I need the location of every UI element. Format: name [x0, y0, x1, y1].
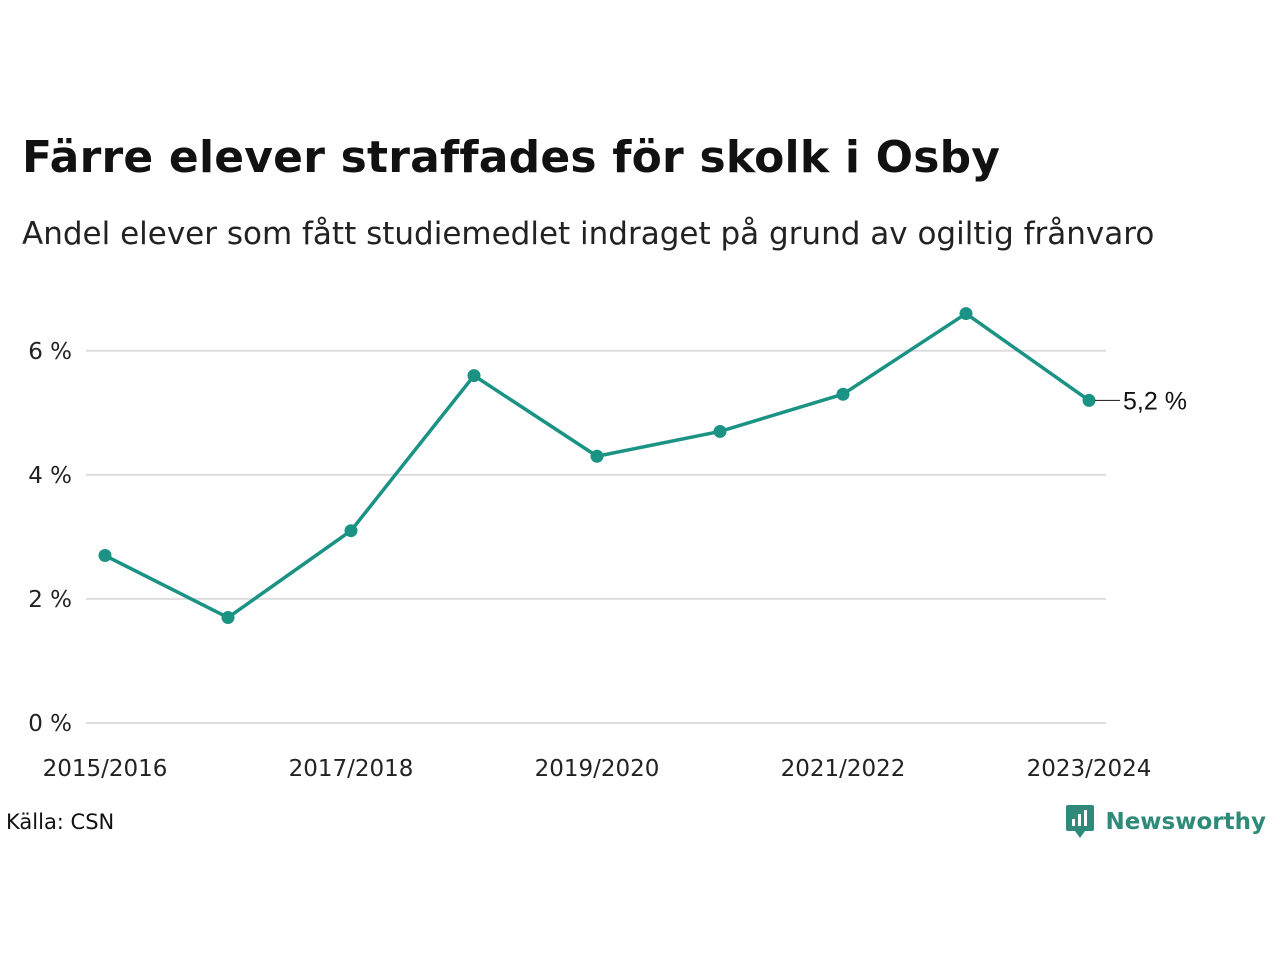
- newsworthy-logo-icon: [1066, 805, 1095, 838]
- y-tick-label: 4 %: [28, 463, 72, 489]
- data-point: [713, 424, 727, 438]
- data-point: [98, 549, 112, 563]
- data-point: [1082, 393, 1096, 407]
- series-line: [104, 311, 1091, 620]
- y-tick-label: 2 %: [28, 587, 72, 613]
- source-note: Källa: CSN: [6, 810, 115, 834]
- x-tick-label: 2023/2024: [1027, 756, 1152, 782]
- y-tick-label: 6 %: [28, 339, 72, 365]
- brand-name: Newsworthy: [1105, 809, 1266, 835]
- x-tick-label: 2021/2022: [781, 756, 906, 782]
- x-tick-label: 2015/2016: [43, 756, 168, 782]
- y-tick-label: 0 %: [28, 711, 72, 737]
- data-point: [836, 387, 850, 401]
- brand-logo: Newsworthy: [1065, 804, 1266, 840]
- chart-subtitle: Andel elever som fått studiemedlet indra…: [22, 216, 1155, 252]
- data-point: [590, 449, 604, 463]
- data-point: [467, 369, 481, 383]
- line-chart: 0 % 2 % 4 % 6 % 2015/2016 2017/2018 2019/2020…: [28, 307, 1187, 782]
- end-value-label: 5,2 %: [1123, 387, 1187, 415]
- chart-title: Färre elever straffades för skolk i Osby: [22, 132, 1001, 183]
- data-point: [221, 611, 235, 625]
- x-tick-label: 2019/2020: [535, 756, 660, 782]
- data-point: [344, 524, 358, 538]
- data-point: [959, 307, 973, 321]
- x-tick-label: 2017/2018: [289, 756, 414, 782]
